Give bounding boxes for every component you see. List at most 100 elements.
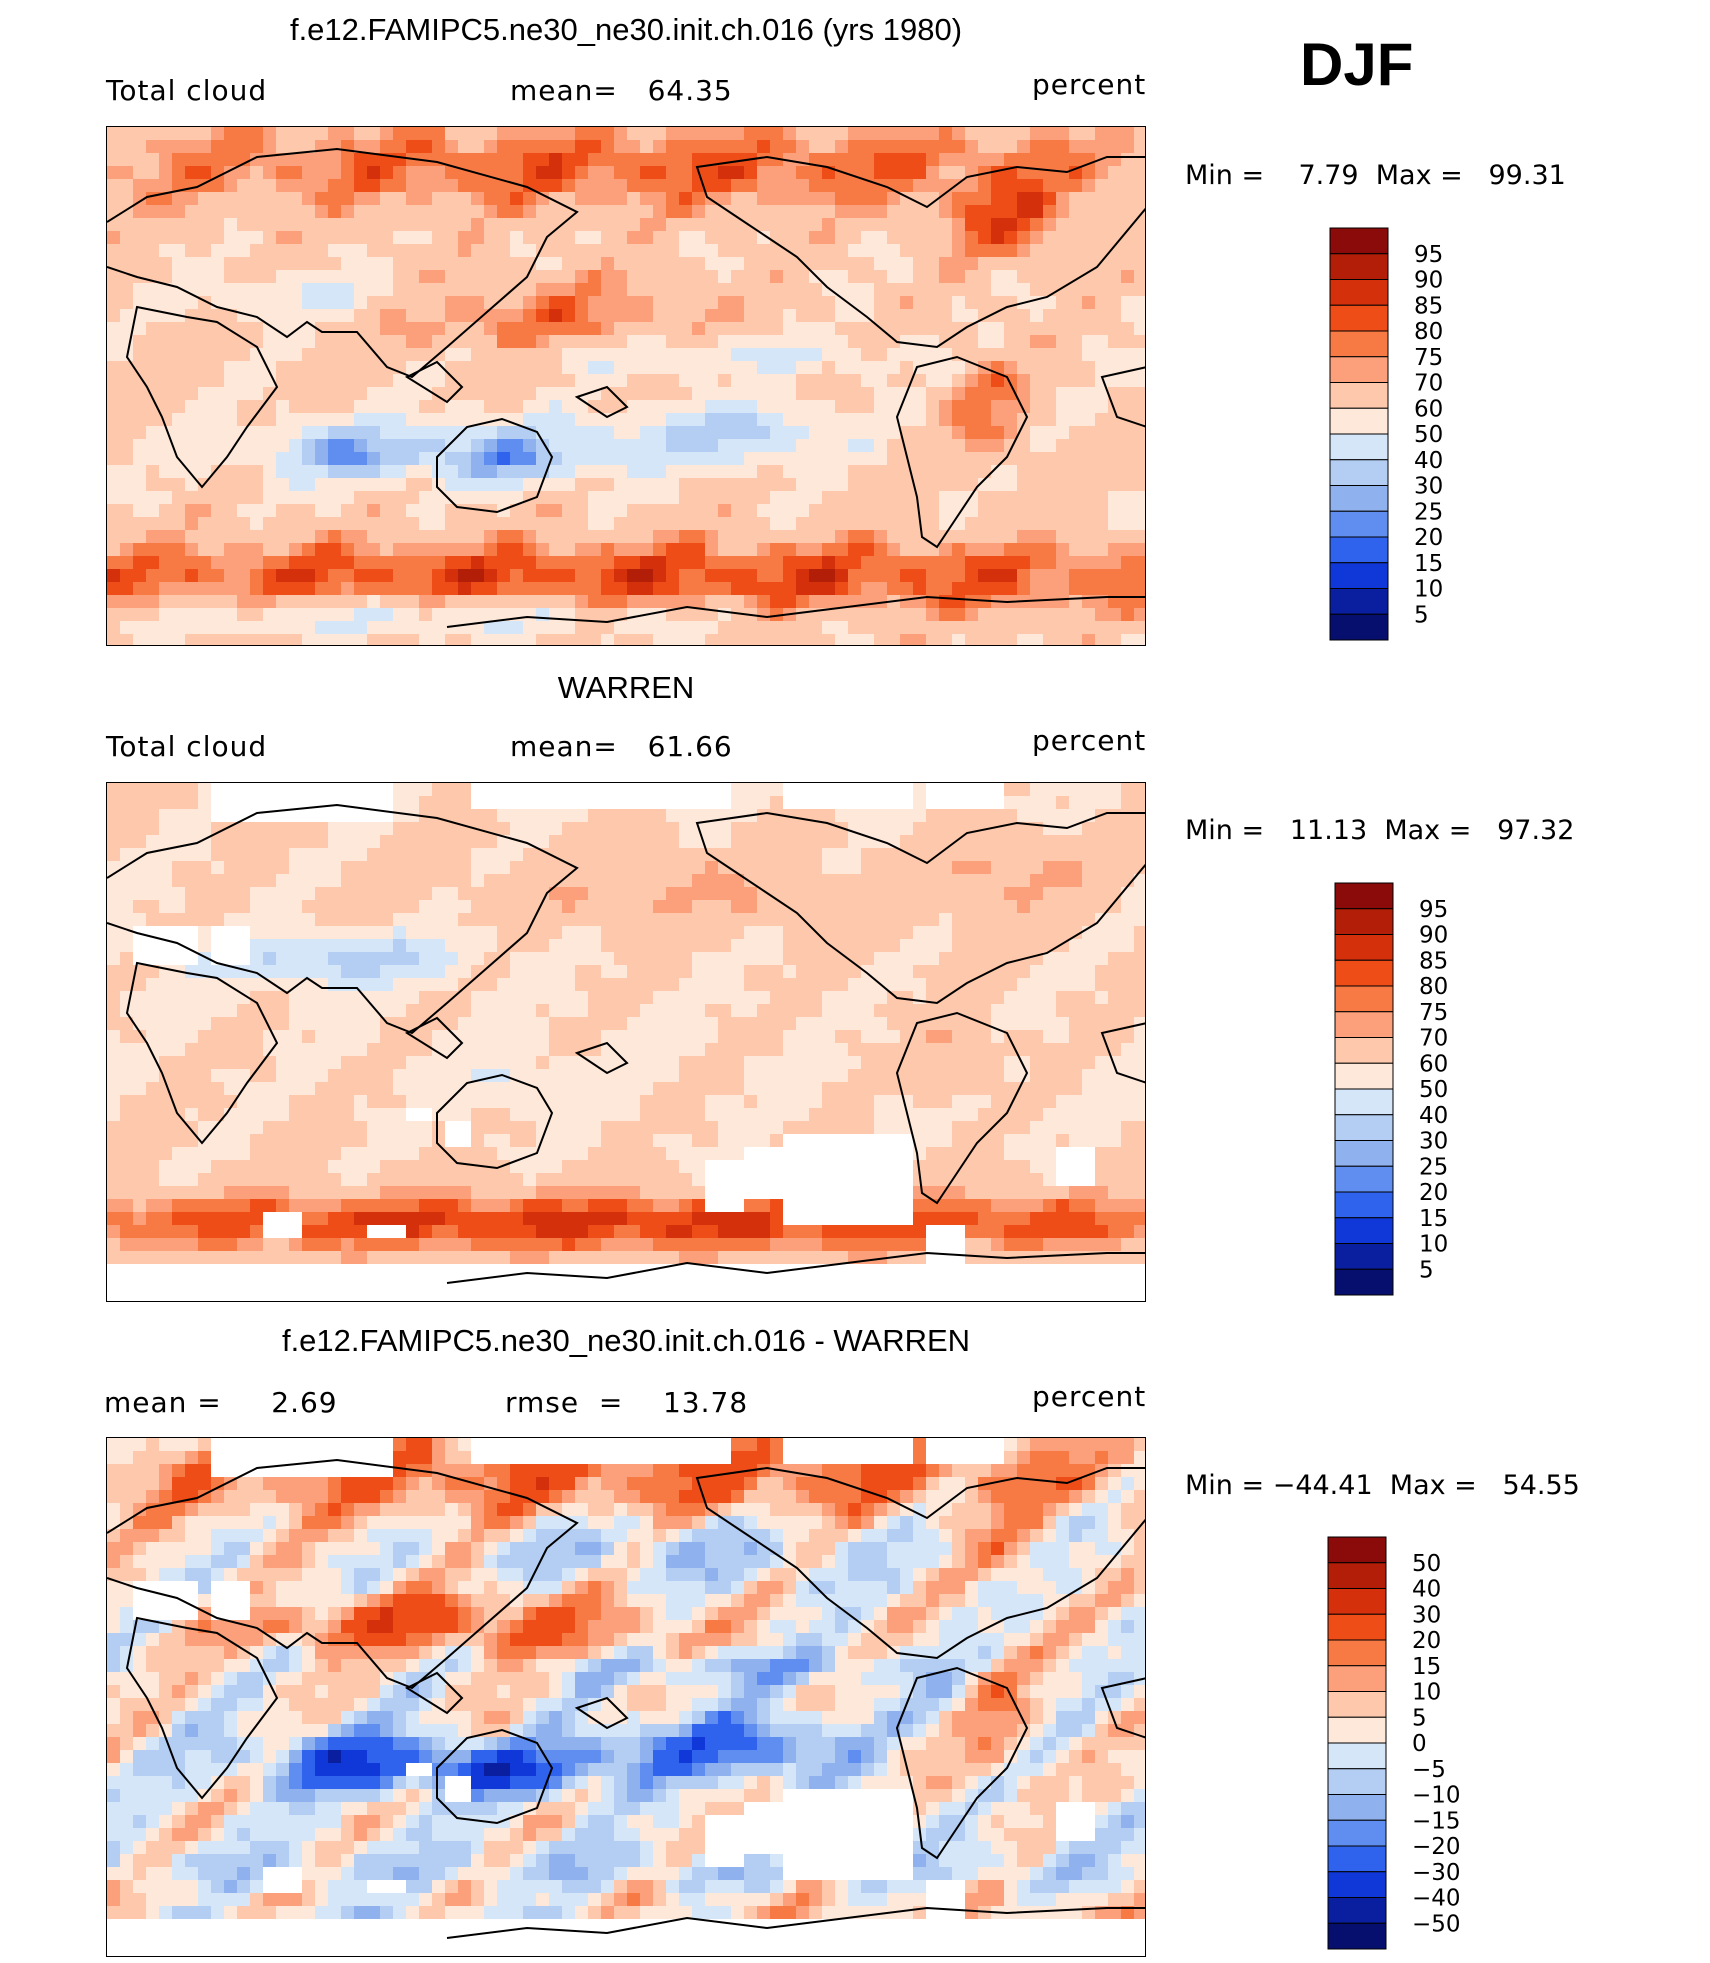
field-cell [887, 874, 901, 888]
field-cell [1043, 478, 1057, 492]
field-cell [172, 913, 186, 927]
field-cell [484, 270, 498, 284]
field-cell [133, 205, 147, 219]
field-cell [1082, 283, 1096, 297]
field-cell [354, 796, 368, 810]
field-cell [1043, 257, 1057, 271]
field-cell [1134, 1043, 1145, 1057]
field-cell [133, 530, 147, 544]
field-cell [822, 582, 836, 596]
field-cell [393, 621, 407, 635]
field-cell [718, 569, 732, 583]
field-cell [549, 465, 563, 479]
field-cell [146, 1030, 160, 1044]
field-cell [822, 543, 836, 557]
field-cell [679, 900, 693, 914]
field-cell [380, 796, 394, 810]
field-cell [445, 296, 459, 310]
field-cell [666, 218, 680, 232]
field-cell [965, 861, 979, 875]
field-cell [640, 848, 654, 862]
field-cell [1121, 452, 1135, 466]
field-cell [198, 361, 212, 375]
field-cell [588, 556, 602, 570]
field-cell [458, 900, 472, 914]
field-cell [289, 595, 303, 609]
field-cell [536, 166, 550, 180]
field-cell [419, 595, 433, 609]
field-cell [458, 413, 472, 427]
field-cell [1030, 439, 1044, 453]
field-cell [562, 348, 576, 362]
field-cell [549, 244, 563, 258]
field-cell [172, 608, 186, 622]
field-cell [523, 166, 537, 180]
field-cell [458, 939, 472, 953]
field-cell [627, 504, 641, 518]
field-cell [1121, 796, 1135, 810]
field-cell [471, 783, 485, 797]
field-cell [575, 1004, 589, 1018]
field-cell [874, 913, 888, 927]
field-cell [718, 140, 732, 154]
field-cell [705, 231, 719, 245]
field-cell [536, 913, 550, 927]
field-cell [172, 400, 186, 414]
field-cell [120, 822, 134, 836]
field-cell [783, 478, 797, 492]
field-cell [432, 634, 446, 645]
field-cell [250, 387, 264, 401]
field-cell [367, 231, 381, 245]
field-cell [107, 1004, 121, 1018]
field-cell [770, 361, 784, 375]
field-cell [757, 822, 771, 836]
field-cell [601, 296, 615, 310]
field-cell [1082, 426, 1096, 440]
field-cell [1134, 582, 1145, 596]
field-cell [900, 153, 914, 167]
field-cell [367, 939, 381, 953]
field-cell [328, 205, 342, 219]
field-cell [588, 491, 602, 505]
field-cell [1017, 582, 1031, 596]
field-cell [1134, 952, 1145, 966]
field-cell [1134, 231, 1145, 245]
field-cell [172, 582, 186, 596]
field-cell [861, 270, 875, 284]
field-cell [705, 283, 719, 297]
field-cell [328, 244, 342, 258]
field-cell [1017, 530, 1031, 544]
field-cell [224, 504, 238, 518]
field-cell [419, 835, 433, 849]
field-cell [757, 478, 771, 492]
field-cell [1030, 231, 1044, 245]
field-cell [120, 309, 134, 323]
field-cell [432, 1030, 446, 1044]
field-cell [159, 634, 173, 645]
field-cell [445, 452, 459, 466]
field-cell [601, 556, 615, 570]
field-cell [250, 900, 264, 914]
field-cell [614, 478, 628, 492]
field-cell [1121, 530, 1135, 544]
field-cell [237, 348, 251, 362]
field-cell [237, 530, 251, 544]
field-cell [432, 322, 446, 336]
field-cell [445, 231, 459, 245]
field-cell [809, 335, 823, 349]
field-cell [679, 153, 693, 167]
field-cell [146, 1004, 160, 1018]
field-cell [302, 504, 316, 518]
field-cell [380, 387, 394, 401]
field-cell [588, 478, 602, 492]
field-cell [120, 582, 134, 596]
field-cell [1082, 504, 1096, 518]
field-cell [276, 582, 290, 596]
field-cell [172, 861, 186, 875]
field-cell [783, 556, 797, 570]
field-cell [627, 874, 641, 888]
field-cell [263, 166, 277, 180]
field-cell [1121, 283, 1135, 297]
field-cell [198, 913, 212, 927]
field-cell [263, 887, 277, 901]
